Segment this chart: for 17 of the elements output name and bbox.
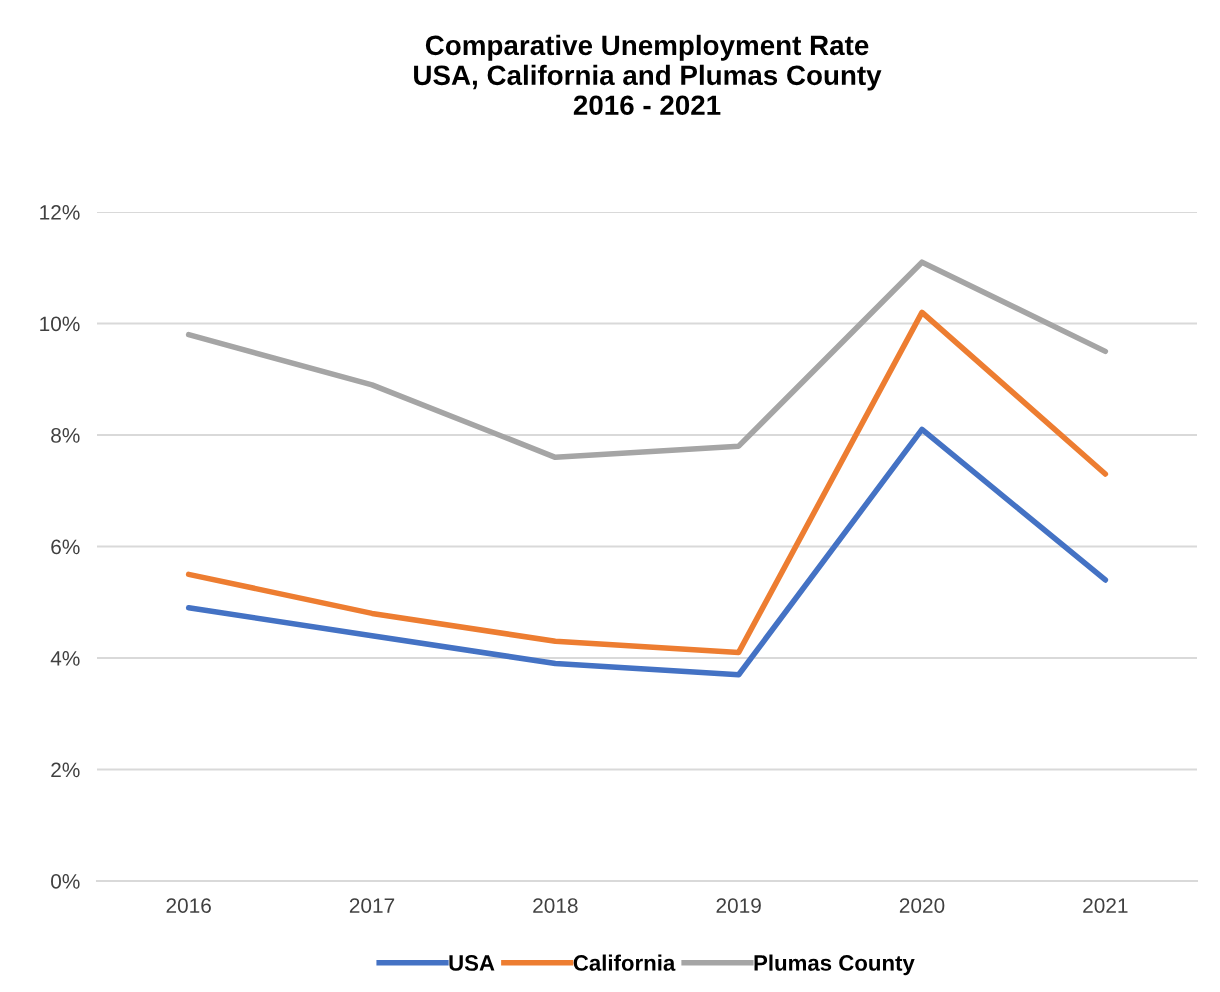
y-tick-label: 10% — [40, 316, 80, 332]
x-tick-label: 2019 — [716, 898, 761, 913]
legend-label: USA — [449, 955, 495, 971]
y-tick-label: 12% — [40, 205, 80, 220]
legend-label: California — [573, 954, 676, 971]
y-tick-label: 8% — [51, 428, 80, 443]
y-tick-label: 6% — [51, 539, 80, 555]
y-tick-label: 0% — [51, 874, 80, 889]
x-tick-label: 2017 — [349, 898, 395, 913]
x-tick-label: 2021 — [1083, 898, 1128, 913]
x-tick-label: 2016 — [166, 898, 211, 913]
x-tick-label: 2020 — [899, 898, 945, 913]
y-tick-label: 4% — [50, 651, 80, 666]
legend-label: Plumas County — [754, 954, 915, 976]
chart-title: Comparative Unemployment Rate USA, California and Plumas County 2016 - 2021 — [414, 34, 882, 116]
y-tick-label: 2% — [51, 762, 80, 778]
x-tick-label: 2018 — [533, 898, 578, 913]
